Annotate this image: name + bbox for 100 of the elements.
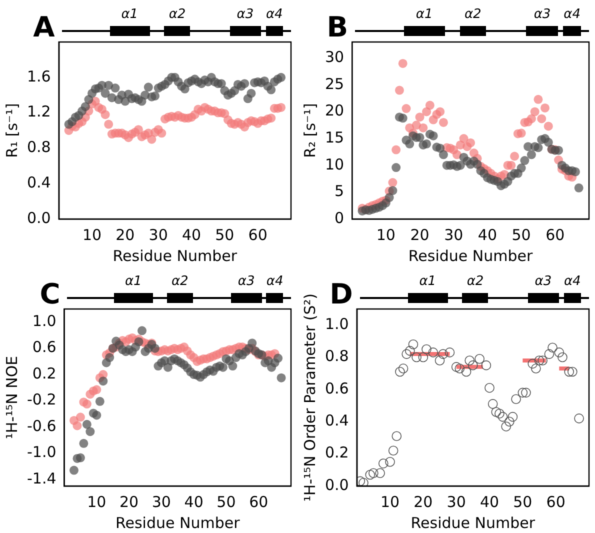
y-tick-label: 0.6 <box>32 338 56 356</box>
y-tick-label: 10 <box>324 155 344 174</box>
text: α1 <box>414 7 434 23</box>
chart-title: A <box>33 10 56 44</box>
text: α3 <box>236 274 256 290</box>
x-axis-title: Residue Number <box>112 246 238 265</box>
x-tick-label: 30 <box>152 492 171 511</box>
y-tick-label: 0.4 <box>26 173 51 192</box>
point <box>548 342 558 353</box>
y-axis-title: R₂ [s⁻¹] <box>300 103 319 158</box>
y-tick-label: 25 <box>324 74 344 93</box>
x-tick-label: 40 <box>184 492 204 511</box>
chart-title: C <box>40 277 60 310</box>
y-tick-label: 1.0 <box>324 314 349 333</box>
y-tick-label: 0 <box>334 208 344 227</box>
text: α1 <box>120 7 140 23</box>
point <box>444 348 455 358</box>
x-tick-label: 30 <box>446 492 466 511</box>
y-tick-label: 30 <box>324 48 344 66</box>
point <box>554 348 564 358</box>
point <box>464 356 475 366</box>
y-tick-label: 0.2 <box>324 444 349 462</box>
text: α2 <box>170 274 190 290</box>
x-axis-title: Residue Number <box>408 246 534 265</box>
point <box>521 388 531 398</box>
y-tick-label: -1.4 <box>26 469 56 488</box>
text: α3 <box>236 7 255 23</box>
y-axis-title: R₁ [s⁻¹] <box>2 103 21 158</box>
x-tick-label: 10 <box>87 492 106 511</box>
y-tick-label: 0.8 <box>324 347 349 366</box>
y-tick-label: 0.4 <box>324 412 349 430</box>
x-tick-label: 10 <box>376 226 396 244</box>
text: α4 <box>562 274 582 290</box>
text: α2 <box>466 274 485 290</box>
y-tick-label: 0.8 <box>26 138 51 156</box>
point <box>501 422 511 432</box>
point <box>468 360 478 370</box>
point <box>574 414 584 424</box>
x-tick-label: 20 <box>116 226 135 244</box>
text: α4 <box>264 7 284 23</box>
x-tick-label: 50 <box>513 492 532 511</box>
x-tick-label: 20 <box>410 226 430 244</box>
point <box>504 416 514 427</box>
x-axis-title: Residue Number <box>116 514 241 532</box>
y-tick-label: 0.6 <box>324 379 349 398</box>
y-tick-label: 0.0 <box>324 476 349 494</box>
point <box>388 446 398 456</box>
text: α2 <box>168 7 187 23</box>
point <box>461 366 472 377</box>
x-tick-label: 60 <box>249 492 268 511</box>
point <box>392 431 402 442</box>
y-tick-label: 5 <box>334 182 344 200</box>
point <box>398 364 408 374</box>
x-tick-label: 50 <box>216 492 236 511</box>
point <box>365 470 376 480</box>
y-tick-label: 1.6 <box>26 67 51 86</box>
y-tick-label: -1.0 <box>26 443 56 462</box>
point <box>518 388 528 398</box>
text: α3 <box>532 7 552 23</box>
x-tick-label: 30 <box>444 226 464 244</box>
x-axis-title: Residue Number <box>410 514 536 532</box>
x-tick-label: 30 <box>148 226 168 244</box>
point <box>412 352 422 362</box>
y-tick-label: 0.0 <box>26 208 51 227</box>
point <box>356 476 366 486</box>
y-tick-label: -0.6 <box>26 416 56 435</box>
point <box>454 364 465 374</box>
point <box>544 349 554 359</box>
point <box>385 456 395 467</box>
point <box>418 352 428 362</box>
point <box>428 348 438 358</box>
point <box>534 356 544 366</box>
x-tick-label: 60 <box>248 226 268 244</box>
x-tick-label: 50 <box>512 226 531 244</box>
point <box>481 360 492 370</box>
point <box>498 412 508 422</box>
chart-title: B <box>326 10 348 44</box>
x-tick-label: 40 <box>182 226 202 244</box>
y-axis-title: ¹H-¹⁵N Order Parameter (S²) <box>300 293 319 502</box>
point <box>451 362 462 372</box>
y-tick-label: 1.0 <box>32 312 56 330</box>
point <box>438 349 448 359</box>
point <box>408 340 418 350</box>
text: α2 <box>463 7 482 23</box>
x-tick-label: 60 <box>546 492 566 511</box>
text: α4 <box>265 274 284 290</box>
text: α4 <box>562 7 582 23</box>
y-tick-label: 1.2 <box>26 102 51 121</box>
x-tick-label: 20 <box>120 492 139 511</box>
x-tick-label: 10 <box>380 492 400 511</box>
point <box>538 356 548 366</box>
y-axis-title: ¹H-¹⁵N NOE <box>2 356 21 440</box>
point <box>511 394 521 404</box>
point <box>488 399 498 409</box>
point <box>405 346 415 356</box>
y-tick-label: 20 <box>324 102 344 120</box>
x-tick-label: 60 <box>546 226 565 244</box>
point <box>528 358 538 369</box>
point <box>568 366 578 377</box>
x-tick-label: 40 <box>478 226 498 244</box>
